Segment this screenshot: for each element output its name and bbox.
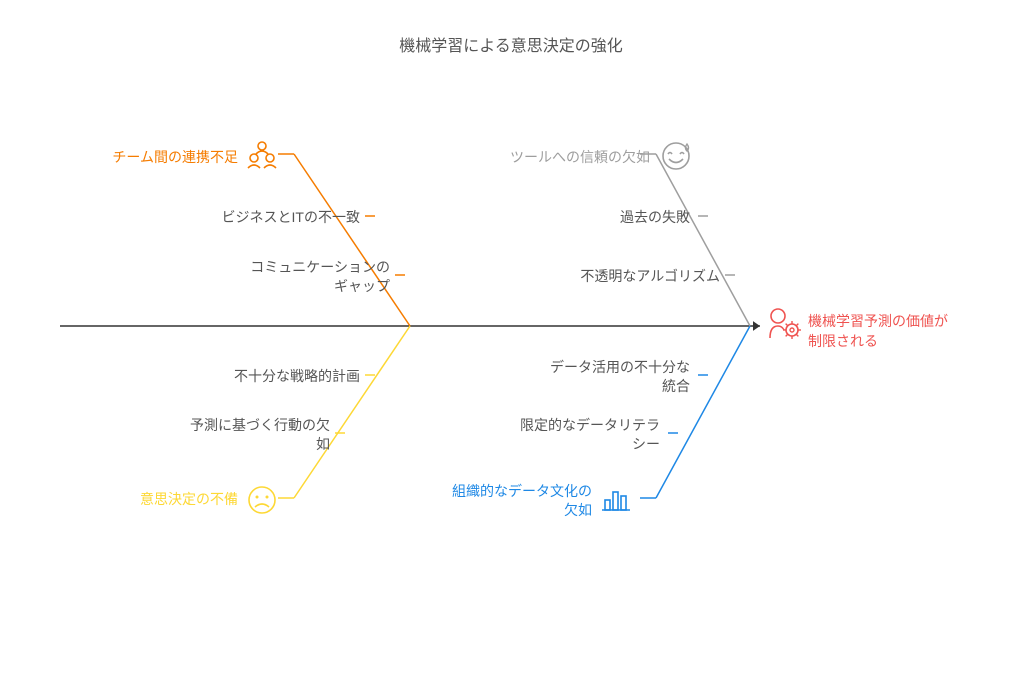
cause-culture-1: 限定的なデータリテラシー — [490, 416, 660, 454]
cause-trust-1: 不透明なアルゴリズム — [540, 267, 720, 286]
cause-trust-0: 過去の失敗 — [560, 208, 690, 227]
cause-team-1: コミュニケーションのギャップ — [210, 258, 390, 296]
cause-decision-0: 不十分な戦略的計画 — [200, 367, 360, 386]
effect-label: 機械学習予測の価値が制限される — [808, 312, 988, 351]
diagram-title: 機械学習による意思決定の強化 — [0, 32, 1022, 56]
cause-culture-0: データ活用の不十分な統合 — [520, 358, 690, 396]
category-decision: 意思決定の不備 — [124, 490, 238, 509]
cause-team-0: ビジネスとITの不一致 — [200, 208, 360, 227]
cause-decision-1: 予測に基づく行動の欠如 — [170, 416, 330, 454]
category-culture: 組織的なデータ文化の欠如 — [428, 482, 592, 520]
category-trust: ツールへの信頼の欠如 — [490, 148, 650, 167]
category-team: チーム間の連携不足 — [108, 148, 238, 167]
